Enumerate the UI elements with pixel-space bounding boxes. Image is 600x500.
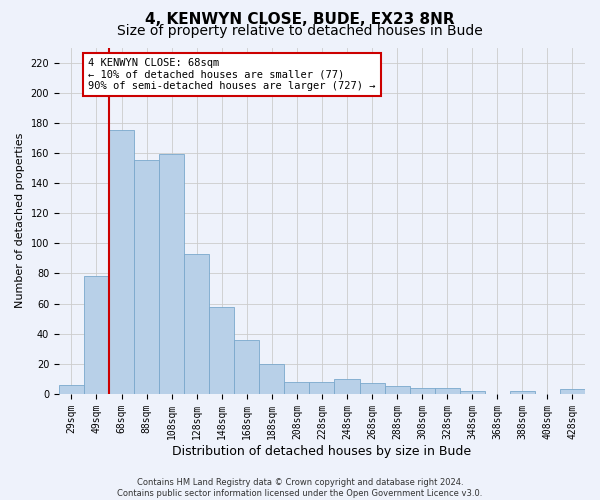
Bar [560, 390, 585, 394]
Bar [385, 386, 410, 394]
Bar [234, 340, 259, 394]
Bar [359, 384, 385, 394]
Bar [109, 130, 134, 394]
Bar [159, 154, 184, 394]
Text: Contains HM Land Registry data © Crown copyright and database right 2024.
Contai: Contains HM Land Registry data © Crown c… [118, 478, 482, 498]
Y-axis label: Number of detached properties: Number of detached properties [15, 133, 25, 308]
X-axis label: Distribution of detached houses by size in Bude: Distribution of detached houses by size … [172, 444, 472, 458]
Bar [184, 254, 209, 394]
Bar [460, 391, 485, 394]
Text: 4 KENWYN CLOSE: 68sqm
← 10% of detached houses are smaller (77)
90% of semi-deta: 4 KENWYN CLOSE: 68sqm ← 10% of detached … [88, 58, 376, 91]
Bar [84, 276, 109, 394]
Text: Size of property relative to detached houses in Bude: Size of property relative to detached ho… [117, 24, 483, 38]
Text: 4, KENWYN CLOSE, BUDE, EX23 8NR: 4, KENWYN CLOSE, BUDE, EX23 8NR [145, 12, 455, 28]
Bar [410, 388, 434, 394]
Bar [334, 379, 359, 394]
Bar [310, 382, 334, 394]
Bar [434, 388, 460, 394]
Bar [510, 391, 535, 394]
Bar [59, 385, 84, 394]
Bar [134, 160, 159, 394]
Bar [209, 306, 234, 394]
Bar [259, 364, 284, 394]
Bar [284, 382, 310, 394]
